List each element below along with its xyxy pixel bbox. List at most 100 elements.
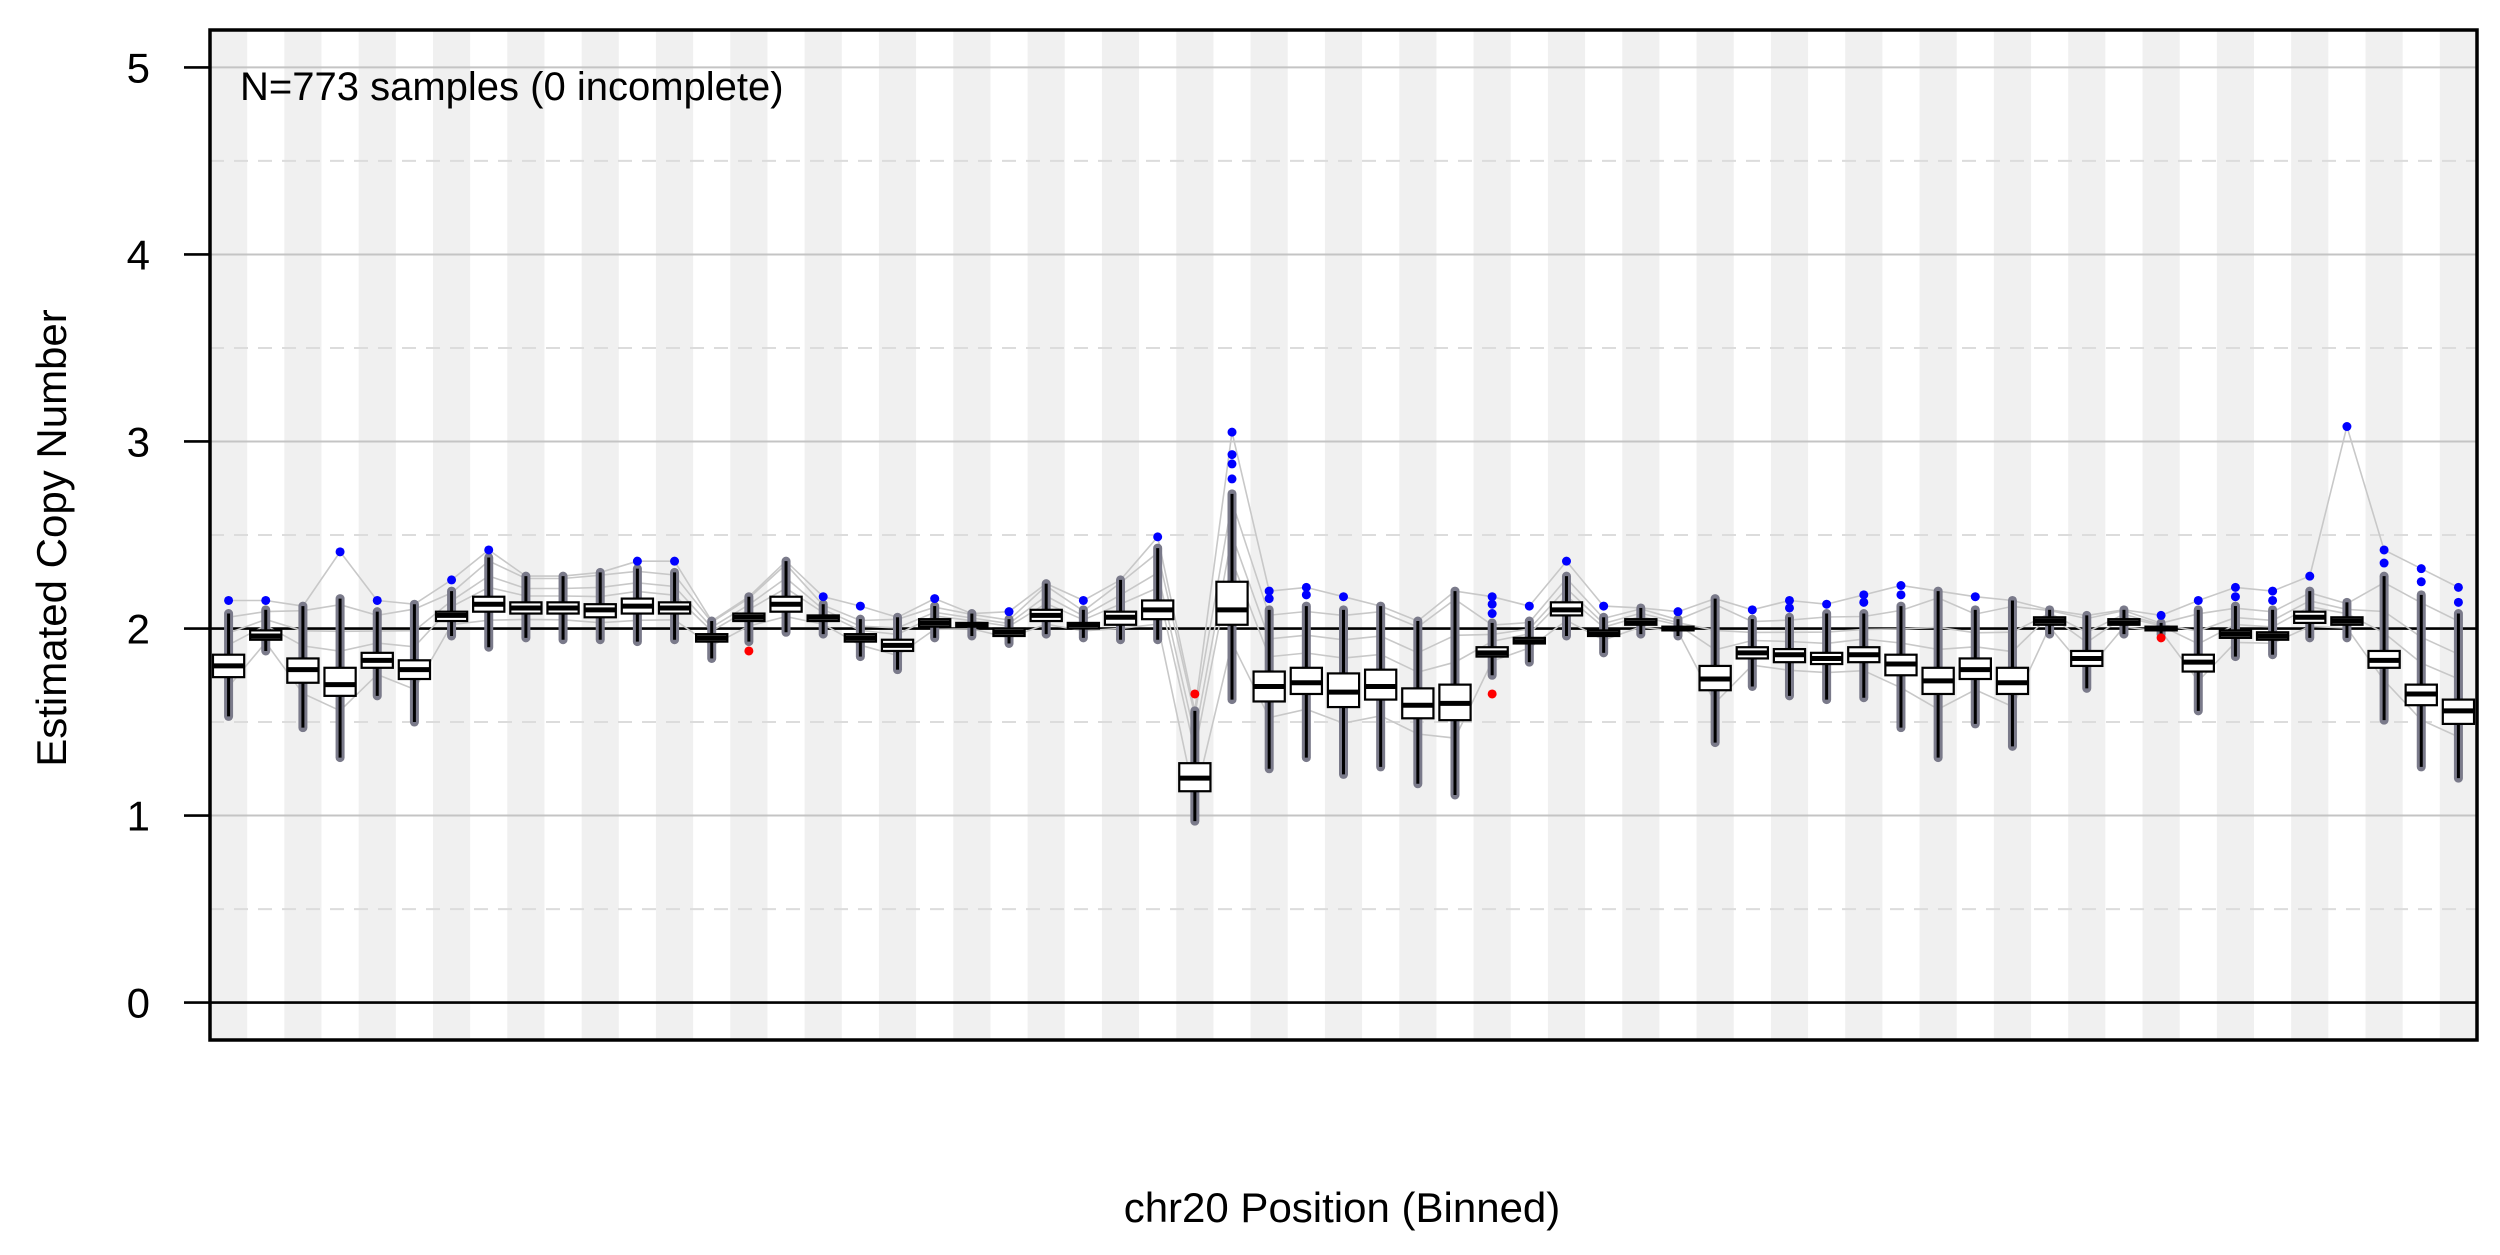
bin-boxplot — [1178, 689, 1212, 826]
high-outlier-point — [1264, 586, 1274, 596]
bin-boxplot — [992, 607, 1026, 648]
high-outlier-point — [2453, 582, 2463, 592]
high-outlier-point — [1227, 459, 1237, 469]
low-outlier-point — [1190, 689, 1200, 699]
bin-boxplot — [620, 556, 655, 647]
bin-boxplot — [397, 599, 432, 727]
bin-boxplot — [769, 556, 803, 637]
high-outlier-point — [1078, 595, 1088, 605]
high-outlier-point — [2342, 422, 2352, 432]
high-outlier-point — [1004, 607, 1014, 617]
high-outlier-point — [1896, 581, 1906, 590]
bin-boxplot — [2032, 605, 2067, 639]
high-outlier-point — [1301, 582, 1311, 592]
high-outlier-point — [2416, 577, 2426, 587]
iqr-box — [323, 666, 357, 697]
bin-boxplot — [843, 601, 878, 662]
bin-boxplot — [2404, 564, 2438, 772]
high-outlier-point — [1227, 450, 1237, 460]
bin-boxplot — [1326, 592, 1361, 779]
background-bands — [210, 30, 2477, 1040]
high-outlier-point — [670, 556, 680, 566]
y-axis: 0 1 2 3 4 5 — [127, 44, 210, 1027]
high-outlier-point — [1822, 599, 1832, 609]
bin-boxplot — [1549, 556, 1584, 641]
iqr-box — [1215, 580, 1249, 626]
high-outlier-point — [1153, 532, 1163, 542]
high-outlier-point — [1227, 427, 1237, 437]
bin-boxplot — [472, 545, 506, 652]
bin-boxplot — [695, 616, 729, 663]
bin-boxplot — [2107, 605, 2141, 639]
plot-frame — [208, 28, 2479, 1042]
x-axis-label: chr20 Position (Binned) — [1124, 1184, 1561, 1231]
bin-boxplot — [2181, 595, 2215, 716]
bin-boxplot — [657, 556, 692, 645]
bin-boxplot — [1475, 592, 1509, 699]
high-outlier-point — [2268, 586, 2278, 596]
high-outlier-point — [2305, 571, 2315, 581]
high-outlier-point — [1859, 597, 1869, 607]
y-tick-label: 5 — [127, 44, 150, 91]
high-outlier-point — [2379, 558, 2389, 568]
high-outlier-point — [447, 575, 457, 585]
high-outlier-point — [2453, 597, 2463, 607]
high-outlier-point — [1970, 592, 1980, 602]
high-outlier-point — [818, 592, 828, 602]
high-outlier-point — [1859, 590, 1869, 600]
bin-boxplot — [583, 567, 617, 645]
bin-boxplot — [1252, 586, 1286, 774]
bin-boxplot — [546, 571, 580, 645]
bin-boxplot — [1029, 579, 1063, 639]
high-outlier-point — [2268, 595, 2278, 605]
bin-boxplot — [2293, 571, 2327, 643]
bin-boxplot — [1363, 601, 1398, 772]
high-outlier-point — [1301, 590, 1311, 600]
y-tick-label: 2 — [127, 606, 150, 653]
y-tick-label: 3 — [127, 418, 150, 465]
y-tick-label: 1 — [127, 793, 150, 840]
bin-boxplot — [2255, 586, 2290, 660]
high-outlier-point — [632, 556, 642, 566]
high-outlier-point — [855, 601, 865, 611]
y-axis-label: Estimated Copy Number — [28, 309, 75, 767]
bin-boxplot — [286, 601, 320, 733]
bin-boxplot — [211, 595, 246, 721]
bin-boxplot — [1661, 607, 1695, 641]
bin-boxplot — [806, 592, 840, 639]
bin-boxplot — [732, 592, 766, 656]
high-outlier-point — [2193, 595, 2203, 605]
sample-count-annotation: N=773 samples (0 incomplete) — [240, 65, 784, 109]
high-outlier-point — [930, 594, 940, 604]
bin-boxplot — [1735, 605, 1770, 691]
bin-boxplot — [1438, 586, 1472, 800]
bin-boxplot — [323, 547, 357, 763]
high-outlier-point — [1896, 590, 1906, 600]
high-outlier-point — [484, 545, 494, 555]
bin-boxplot — [2144, 610, 2178, 643]
bin-boxplot — [1921, 586, 1955, 763]
high-outlier-point — [372, 595, 382, 605]
bin-boxplot — [1624, 603, 1658, 639]
bin-boxplot — [360, 595, 394, 701]
bin-boxplot — [1772, 595, 1807, 701]
bin-boxplot — [2441, 582, 2476, 783]
high-outlier-point — [224, 595, 234, 605]
y-tick-label: 4 — [127, 231, 150, 278]
bin-boxplot — [2218, 582, 2253, 662]
high-outlier-point — [1673, 607, 1683, 617]
high-outlier-point — [1747, 605, 1757, 615]
high-outlier-point — [2230, 582, 2240, 592]
bin-boxplot — [955, 609, 989, 641]
bin-boxplot — [1140, 532, 1175, 645]
bin-boxplot — [2367, 545, 2401, 725]
bin-boxplot — [1066, 595, 1101, 643]
high-outlier-point — [2379, 545, 2389, 555]
high-outlier-point — [1487, 592, 1497, 602]
high-outlier-point — [2230, 592, 2240, 602]
high-outlier-point — [1227, 474, 1237, 484]
y-tick-label: 0 — [127, 980, 150, 1027]
bin-boxplot — [1958, 592, 1992, 729]
